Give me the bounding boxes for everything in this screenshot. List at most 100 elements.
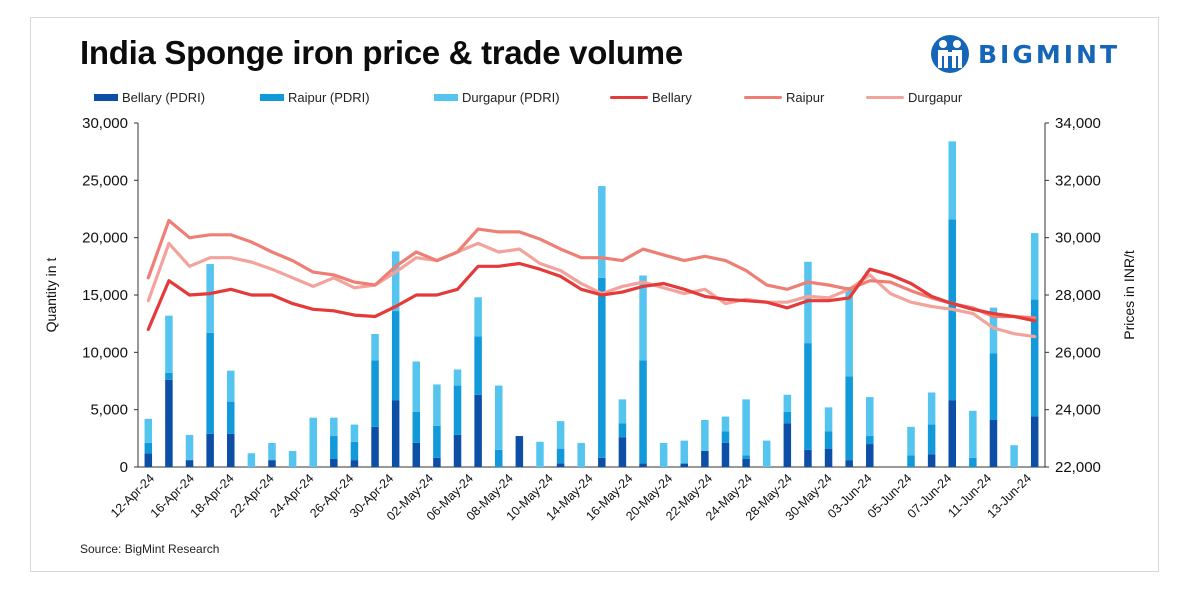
- bar-raipur-pdri: [598, 277, 606, 458]
- legend-swatch: [610, 96, 648, 99]
- legend: Bellary (PDRI) Raipur (PDRI) Durgapur (P…: [94, 90, 994, 108]
- chart-title: India Sponge iron price & trade volume: [80, 34, 683, 71]
- y-tick-label: 15,000: [82, 287, 128, 304]
- legend-item-bellary: Bellary: [610, 90, 692, 105]
- bar-durgapur-pdri: [824, 407, 833, 432]
- y-axis-title: Quantity in t: [43, 258, 59, 333]
- legend-label: Raipur: [786, 90, 825, 105]
- bar-durgapur-pdri: [618, 399, 627, 424]
- x-tick-label: 13-Jun-24: [984, 471, 1034, 521]
- bar-bellary-pdri: [804, 449, 812, 467]
- bar-durgapur-pdri: [804, 261, 812, 344]
- y-tick-label: 25,000: [82, 172, 128, 189]
- line-bellary: [146, 261, 1037, 331]
- bar-durgapur-pdri: [227, 370, 235, 402]
- bar-bellary-pdri: [598, 457, 606, 467]
- bar-bellary-pdri: [474, 394, 482, 467]
- bar-raipur-pdri: [371, 360, 379, 427]
- bar-bellary-pdri: [639, 463, 647, 467]
- bar-durgapur-pdri: [639, 275, 647, 361]
- bar-raipur-pdri: [804, 343, 812, 450]
- bar-durgapur-pdri: [391, 251, 400, 312]
- bar-durgapur-pdri: [969, 410, 977, 458]
- y2-tick-label: 24,000: [1055, 402, 1101, 419]
- y2-tick-label: 32,000: [1055, 172, 1101, 189]
- legend-swatch: [434, 94, 458, 101]
- bar-raipur-pdri: [907, 455, 915, 467]
- bar-durgapur-pdri: [577, 442, 585, 467]
- bar-raipur-pdri: [824, 431, 833, 449]
- bar-bellary-pdri: [268, 460, 276, 467]
- bar-bellary-pdri: [165, 379, 173, 467]
- source-note: Source: BigMint Research: [80, 542, 220, 556]
- bar-bellary-pdri: [845, 460, 853, 467]
- bar-bellary-pdri: [989, 419, 998, 467]
- bar-durgapur-pdri: [1030, 233, 1039, 300]
- bar-durgapur-pdri: [494, 385, 503, 450]
- bar-bellary-pdri: [866, 444, 874, 467]
- bar-durgapur-pdri: [474, 297, 482, 337]
- legend-swatch: [744, 96, 782, 99]
- bar-raipur-pdri: [144, 442, 153, 454]
- bar-durgapur-pdri: [309, 417, 317, 467]
- bar-durgapur-pdri: [659, 442, 668, 467]
- bar-durgapur-pdri: [536, 441, 544, 467]
- bar-durgapur-pdri: [762, 440, 771, 467]
- bar-durgapur-pdri: [680, 440, 689, 464]
- bar-bellary-pdri: [515, 436, 524, 467]
- bar-bellary-pdri: [371, 426, 379, 467]
- bar-durgapur-pdri: [907, 426, 915, 456]
- bar-durgapur-pdri: [330, 417, 338, 437]
- bar-raipur-pdri: [412, 411, 421, 443]
- bar-bellary-pdri: [391, 400, 400, 467]
- bar-bellary-pdri: [556, 463, 565, 467]
- bar-durgapur-pdri: [598, 186, 606, 278]
- bar-durgapur-pdri: [866, 397, 874, 437]
- legend-item-durgapur: Durgapur: [866, 90, 962, 105]
- bar-raipur-pdri: [927, 424, 936, 455]
- bar-raipur-pdri: [845, 376, 853, 461]
- bar-raipur-pdri: [330, 436, 338, 459]
- bar-bellary-pdri: [680, 463, 689, 467]
- bar-bellary-pdri: [824, 448, 833, 467]
- bar-bellary-pdri: [721, 442, 730, 467]
- bar-raipur-pdri: [433, 425, 441, 458]
- bar-raipur-pdri: [639, 360, 647, 464]
- legend-label: Bellary: [652, 90, 692, 105]
- bar-durgapur-pdri: [144, 418, 153, 443]
- bar-raipur-pdri: [721, 431, 730, 443]
- bar-durgapur-pdri: [742, 399, 750, 456]
- legend-swatch: [866, 96, 904, 99]
- bar-raipur-pdri: [206, 332, 214, 434]
- y-tick-label: 10,000: [82, 344, 128, 361]
- bar-raipur-pdri: [989, 353, 998, 420]
- bar-raipur-pdri: [227, 401, 235, 434]
- bar-durgapur-pdri: [927, 392, 936, 425]
- bar-durgapur-pdri: [268, 442, 276, 461]
- bar-bellary-pdri: [1030, 416, 1039, 467]
- bar-durgapur-pdri: [350, 424, 359, 442]
- bar-durgapur-pdri: [1010, 445, 1018, 467]
- y2-tick-label: 34,000: [1055, 115, 1101, 132]
- bar-bellary-pdri: [783, 423, 792, 467]
- y2-tick-label: 28,000: [1055, 287, 1101, 304]
- bar-durgapur-pdri: [185, 434, 194, 461]
- y-tick-label: 30,000: [82, 115, 128, 132]
- y-tick-label: 0: [120, 459, 128, 476]
- brand-logo: BIGMINT: [930, 32, 1120, 76]
- bar-durgapur-pdri: [453, 369, 462, 386]
- bar-durgapur-pdri: [247, 453, 256, 467]
- bar-bellary-pdri: [144, 453, 153, 467]
- bar-bellary-pdri: [206, 433, 214, 467]
- bar-durgapur-pdri: [556, 421, 565, 449]
- legend-label: Durgapur (PDRI): [462, 90, 560, 105]
- bar-bellary-pdri: [948, 400, 956, 467]
- bar-durgapur-pdri: [948, 141, 956, 220]
- line-durgapur: [146, 241, 1037, 339]
- bar-bellary-pdri: [927, 454, 936, 467]
- bar-bellary-pdri: [330, 458, 338, 467]
- legend-item-bellary-pdri: Bellary (PDRI): [94, 90, 205, 105]
- bar-durgapur-pdri: [721, 416, 730, 432]
- bar-bellary-pdri: [412, 442, 421, 467]
